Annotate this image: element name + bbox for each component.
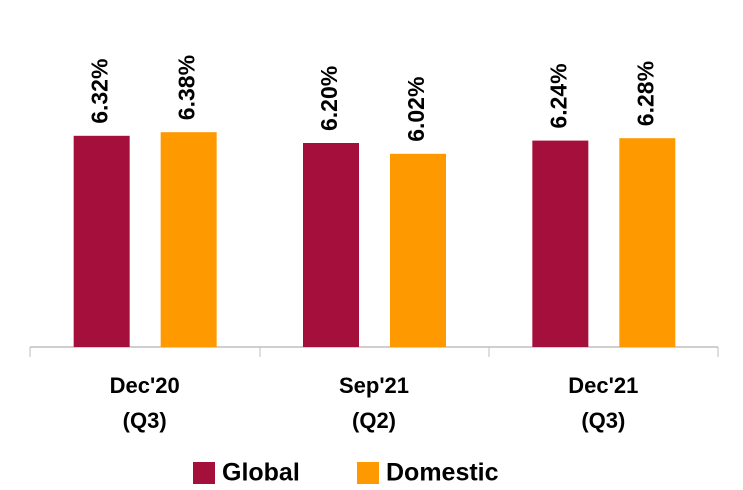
x-tick-label: Sep'21 (Q2): [338, 373, 410, 433]
value-label: 6.24%: [545, 63, 571, 128]
legend-label: Domestic: [386, 459, 499, 487]
value-label: 6.02%: [403, 77, 429, 142]
bar: [390, 153, 446, 347]
bar: [619, 138, 676, 347]
bar: [73, 135, 130, 347]
value-label: 6.20%: [316, 66, 342, 131]
x-tick-label: Dec'21 (Q3): [568, 373, 639, 433]
value-label: 6.32%: [87, 59, 113, 124]
value-label: 6.28%: [632, 61, 658, 126]
legend-label: Global: [222, 459, 300, 487]
legend-swatch: [357, 462, 379, 484]
legend-swatch: [193, 462, 215, 484]
bar: [160, 132, 217, 347]
x-tick-label: Dec'20 (Q3): [109, 373, 180, 433]
value-label: 6.38%: [174, 55, 200, 120]
bar: [303, 143, 359, 347]
bar: [532, 140, 589, 347]
